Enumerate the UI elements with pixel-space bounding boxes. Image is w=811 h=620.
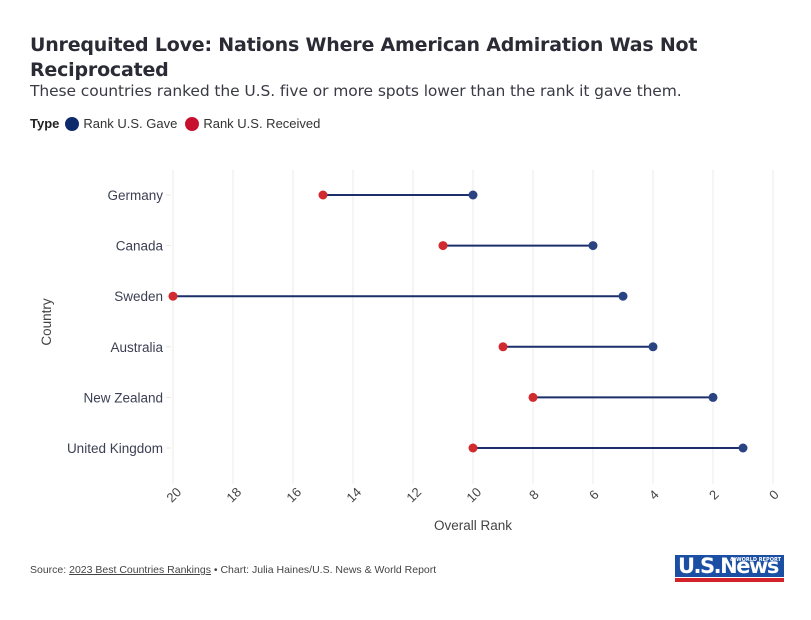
x-axis-ticks: 20 18 16 14 12 10 8 6 4 2 0 (163, 484, 781, 505)
y-tick-label: Canada (116, 239, 164, 254)
y-tick-label: Sweden (114, 289, 163, 304)
legend-item-gave[interactable]: Rank U.S. Gave (65, 116, 177, 131)
point-gave (708, 392, 718, 402)
x-tick-label: 2 (706, 487, 722, 503)
legend: Type Rank U.S. Gave Rank U.S. Received (30, 116, 328, 131)
point-gave (618, 291, 628, 301)
x-tick-label: 14 (343, 484, 364, 505)
point-gave (738, 443, 748, 453)
x-tick-label: 10 (463, 484, 484, 505)
legend-label-gave: Rank U.S. Gave (83, 116, 178, 131)
y-tick-label: Australia (110, 340, 163, 355)
x-tick-label: 4 (646, 487, 662, 503)
credit-text: • Chart: Julia Haines/U.S. News & World … (210, 564, 437, 576)
chart-subtitle: These countries ranked the U.S. five or … (30, 82, 682, 100)
point-received (528, 392, 538, 402)
legend-swatch-received (185, 116, 200, 131)
y-axis-label: Country (39, 298, 54, 346)
chart-title: Unrequited Love: Nations Where American … (30, 34, 698, 81)
x-axis-label: Overall Rank (434, 518, 512, 533)
logo-text: U.S.News (678, 554, 779, 578)
point-received (468, 443, 478, 453)
point-gave (468, 190, 478, 200)
footer: Source: 2023 Best Countries Rankings • C… (30, 564, 436, 576)
legend-title: Type (30, 116, 60, 131)
source-prefix: Source: (30, 564, 70, 576)
x-tick-label: 20 (163, 484, 184, 505)
point-gave (588, 241, 598, 251)
x-tick-label: 8 (526, 487, 542, 503)
y-tick-label: New Zealand (83, 390, 163, 405)
x-tick-label: 18 (223, 484, 244, 505)
logo-underline (675, 578, 784, 582)
point-gave (648, 342, 658, 352)
usnews-logo[interactable]: U.S.News & WORLD REPORT (675, 554, 784, 583)
plot-marks (168, 190, 748, 453)
logo-background (675, 555, 784, 577)
x-tick-label: 0 (766, 487, 782, 503)
point-received (498, 342, 508, 352)
point-received (438, 241, 448, 251)
point-received (318, 190, 328, 200)
x-tick-label: 6 (586, 487, 602, 503)
dumbbell-chart: Germany Canada Sweden Australia New Zealand U… (39, 170, 782, 533)
source-link[interactable]: 2023 Best Countries Rankings (69, 564, 211, 576)
y-tick-label: Germany (107, 188, 163, 203)
legend-label-received: Rank U.S. Received (203, 116, 321, 131)
x-tick-label: 16 (283, 484, 304, 505)
x-tick-label: 12 (403, 484, 424, 505)
gridlines (172, 170, 774, 484)
legend-swatch-gave (65, 116, 80, 131)
point-received (168, 291, 178, 301)
y-axis-ticks: Germany Canada Sweden Australia New Zealand U… (67, 188, 171, 456)
legend-item-received[interactable]: Rank U.S. Received (185, 116, 320, 131)
y-tick-label: United Kingdom (67, 441, 163, 456)
logo-subtext: & WORLD REPORT (729, 557, 781, 563)
